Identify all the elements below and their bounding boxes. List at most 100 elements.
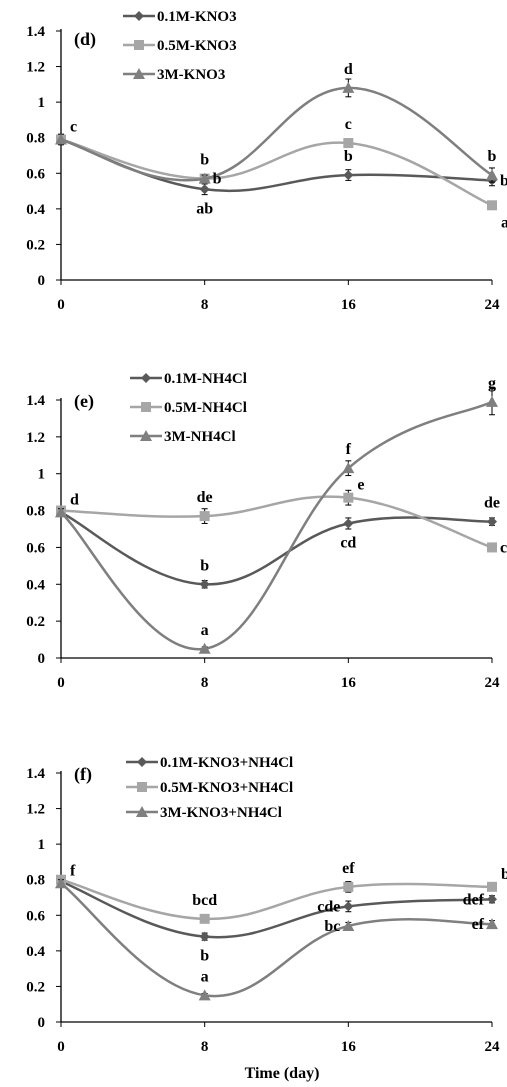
series-group: de e c [56,477,507,556]
y-tick-label: 0.8 [26,504,45,520]
legend-entry: 0.5M-KNO3+NH4Cl [126,780,293,796]
significance-letter: f [70,862,76,879]
data-point [343,518,354,529]
x-tick-label: 24 [485,675,501,691]
series-line [60,878,493,921]
significance-letter: d [344,61,353,78]
data-point [198,642,211,654]
significance-letter: de [484,495,500,512]
legend-entry: 0.1M-KNO3+NH4Cl [126,755,293,771]
x-tick-label: 8 [201,675,209,691]
y-tick-label: 0.4 [26,944,45,960]
legend-label: 0.1M-NH4Cl [164,371,247,387]
legend-entry: 0.5M-NH4Cl [130,400,247,416]
legend-marker [134,11,144,21]
significance-letter: c [500,539,507,556]
data-point [342,919,355,931]
data-point [55,506,67,518]
legend-marker [141,402,151,412]
significance-letter: c [70,118,77,135]
series-group: b cd de [56,495,500,590]
panel-label: (f) [74,764,92,785]
y-tick-label: 0 [38,651,46,667]
series-group: d a f g [55,375,498,654]
legend-marker [137,782,147,792]
significance-letter: a [201,622,209,639]
data-point [199,579,210,590]
data-point [486,395,498,407]
data-point [343,170,354,181]
legend-entry: 3M-NH4Cl [130,429,236,445]
y-tick-label: 1.4 [26,393,45,409]
x-tick-label: 8 [201,297,209,313]
legend-marker [137,757,147,767]
panel-label: (d) [74,29,96,50]
legend-label: 0.5M-KNO3 [157,38,237,54]
legend-label: 3M-KNO3+NH4Cl [160,805,282,821]
y-tick-label: 0.6 [26,540,45,556]
significance-letter: b [488,148,497,165]
data-point [343,881,354,892]
data-point [199,184,210,195]
x-tick-label: 0 [57,675,65,691]
significance-letter: b [344,148,353,165]
legend-marker [133,68,145,79]
data-point [199,931,210,942]
series-line [60,86,493,182]
data-point [199,913,210,924]
series-group: f a bc ef [55,862,498,1001]
y-tick-label: 1.4 [26,24,45,40]
series-line [60,138,493,193]
significance-letter: b [213,171,222,188]
y-tick-label: 0.4 [26,577,45,593]
legend-label: 0.1M-KNO3 [157,9,237,25]
series-line [60,511,493,586]
legend-entry: 0.1M-KNO3 [123,9,237,25]
y-tick-label: 0 [38,273,46,289]
x-tick-label: 24 [485,1039,501,1055]
legend-entry: 3M-KNO3+NH4Cl [126,805,282,821]
significance-letter: bcd [192,892,217,909]
y-tick-label: 0.6 [26,908,45,924]
y-tick-label: 1.2 [26,60,45,76]
x-tick-label: 16 [341,1039,357,1055]
x-tick-label: 8 [201,1039,209,1055]
x-tick-label: 16 [341,297,357,313]
x-tick-label: 24 [485,297,501,313]
significance-letter: cde [317,898,340,915]
y-tick-label: 0.4 [26,202,45,218]
significance-letter: bc [324,918,340,935]
data-point [199,511,210,522]
data-point [486,918,498,930]
legend-marker [141,373,151,383]
significance-letter: g [488,375,496,392]
y-tick-label: 0.2 [26,614,45,630]
y-tick-label: 1.2 [26,802,45,818]
significance-letter: c [345,116,352,133]
data-point [487,516,497,527]
x-tick-label: 16 [341,675,357,691]
significance-letter: b [200,152,209,169]
legend-label: 3M-NH4Cl [164,429,236,445]
data-point [342,81,355,93]
data-point [343,492,354,503]
x-tick-label: 0 [57,1039,65,1055]
y-tick-label: 0.2 [26,979,45,995]
significance-letter: b [500,172,507,189]
significance-letter: ab [196,200,213,217]
series-line [60,880,493,939]
legend-label: 3M-KNO3 [157,67,225,83]
y-tick-label: 0.2 [26,237,45,253]
y-tick-label: 0.8 [26,131,45,147]
significance-letter: b [200,948,209,965]
legend-marker [134,40,144,50]
y-tick-label: 1.4 [26,766,45,782]
significance-letter: ef [342,860,355,877]
significance-letter: a [201,968,209,985]
y-tick-label: 1.2 [26,430,45,446]
data-point [343,138,354,149]
series-line [60,495,493,549]
data-point [487,542,497,553]
